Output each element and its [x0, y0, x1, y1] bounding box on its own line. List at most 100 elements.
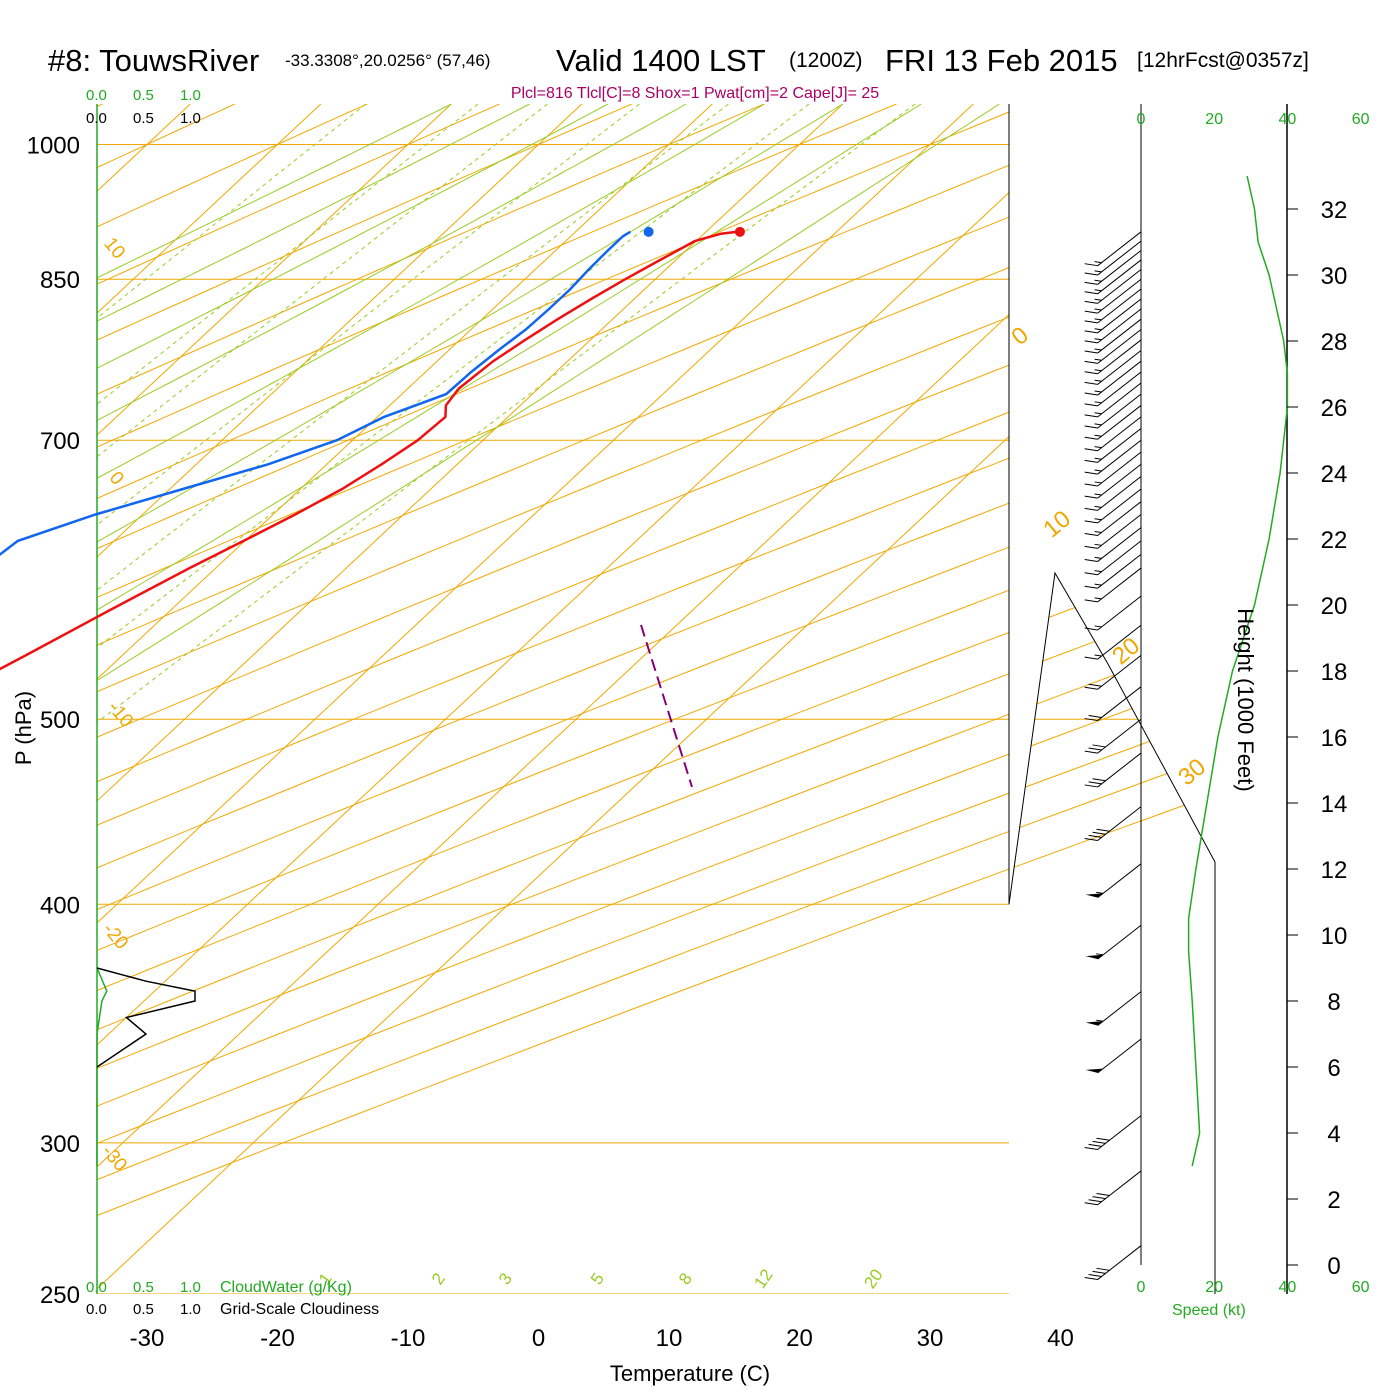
moist-adiabat-line	[97, 104, 1000, 682]
wind-barb-flag	[1088, 834, 1102, 838]
wind-barb	[1085, 863, 1142, 899]
wind-barb-staff	[1097, 1170, 1142, 1206]
wind-barb-flag	[1084, 545, 1098, 549]
cloudwater-tick: 0.0	[86, 1279, 107, 1296]
wind-barb-flag	[1092, 744, 1106, 748]
height-tick-label: 16	[1321, 725, 1348, 752]
wind-barb-flag	[1096, 1137, 1110, 1141]
wind-barb-flag	[1084, 448, 1098, 452]
wind-barb-half-flag	[1094, 530, 1102, 533]
wind-barb-staff	[1097, 686, 1142, 721]
wind-barb	[1084, 553, 1142, 589]
speed-tick-label: 40	[1279, 1279, 1297, 1296]
wind-barb-flag	[1084, 360, 1098, 364]
wind-barb-staff	[1097, 405, 1142, 440]
dry-adiabat-line	[97, 284, 1215, 738]
wind-barb-staff	[1097, 1038, 1142, 1074]
wind-barb-half-flag	[1096, 1019, 1104, 1022]
wind-barb-staff	[1097, 595, 1142, 631]
wind-barb	[1084, 752, 1142, 788]
skew-t-grid	[97, 104, 1215, 1294]
cloudwater-tick: 1.0	[180, 1279, 201, 1296]
wind-barb	[1084, 655, 1142, 690]
plot-boundary	[96, 104, 1400, 1294]
wind-barbs	[1084, 104, 1142, 1281]
isotherm-line	[97, 104, 322, 314]
wind-barb-staff	[1097, 924, 1142, 960]
wind-barb-flag	[1084, 272, 1098, 276]
mixing-ratio-label: 8	[675, 1270, 696, 1289]
wind-barb-flag	[1084, 495, 1098, 499]
wind-barb	[1084, 269, 1142, 304]
dry-adiabat-line	[97, 104, 368, 228]
cloudiness-title: Grid-Scale Cloudiness	[220, 1301, 379, 1318]
height-tick-label: 26	[1321, 395, 1348, 422]
speed-tick-label: 60	[1352, 111, 1370, 128]
wind-barb-half-flag	[1094, 390, 1102, 393]
height-tick-label: 24	[1321, 461, 1348, 488]
wind-barb-staff	[1097, 451, 1142, 487]
wind-barb-half-flag	[1094, 289, 1102, 292]
cloudwater-title: CloudWater (g/Kg)	[220, 1279, 352, 1296]
cloudiness-line	[96, 967, 196, 1068]
wind-barb	[1084, 1115, 1142, 1150]
wind-barb	[1084, 240, 1142, 276]
dry-adiabat-label: -20	[98, 919, 132, 954]
height-tick-label: 20	[1321, 593, 1348, 620]
speed-tick-label: 20	[1205, 111, 1223, 128]
dry-adiabat-line	[97, 554, 1215, 992]
wind-barb-flag	[1084, 686, 1098, 690]
wind-barb-flag	[1084, 656, 1098, 660]
parcel-line	[640, 624, 693, 788]
wind-barb-staff	[1097, 259, 1142, 295]
moist-adiabat-line	[97, 104, 530, 322]
utc-time: (1200Z)	[789, 49, 863, 72]
wind-barb-half-flag	[1094, 348, 1102, 351]
dry-adiabat-line	[97, 104, 632, 341]
cloudwater-tick: 0.5	[133, 87, 154, 104]
wind-barb	[1084, 1245, 1142, 1281]
moist-adiabat-line	[97, 104, 765, 479]
wind-barb-half-flag	[1096, 953, 1104, 956]
wind-barb	[1084, 339, 1142, 375]
height-tick-label: 28	[1321, 329, 1348, 356]
forecast-run: [12hrFcst@0357z]	[1137, 49, 1309, 72]
wind-barb-half-flag	[1094, 493, 1102, 496]
wind-barb-staff	[1097, 288, 1142, 324]
speed-tick-label: 0	[1137, 1279, 1146, 1296]
wind-barb-half-flag	[1094, 457, 1102, 460]
height-tick-label: 10	[1321, 923, 1348, 950]
temperature-tick-label: -20	[260, 1325, 295, 1352]
dry-adiabat-label: 10	[99, 234, 129, 264]
speed-tick-label: 0	[1137, 111, 1146, 128]
temperature-tick-label: 0	[532, 1325, 545, 1352]
valid-time: Valid 1400 LST	[556, 43, 766, 78]
dry-adiabat-line	[97, 755, 1215, 1181]
wind-barb	[1085, 991, 1142, 1026]
wind-barb-half-flag	[1094, 358, 1102, 361]
moist-adiabat-line	[97, 104, 922, 611]
wind-barb-staff	[1097, 991, 1142, 1026]
wind-barb-half-flag	[1094, 570, 1102, 573]
wind-barb-half-flag	[1094, 518, 1102, 521]
sounding-indices: Plcl=816 Tlcl[C]=8 Shox=1 Pwat[cm]=2 Cap…	[511, 85, 879, 102]
dry-adiabat-label: -10	[103, 697, 137, 732]
wind-barb-flag	[1084, 599, 1098, 603]
wind-barb-staff	[1097, 250, 1142, 285]
wind-barb	[1085, 1038, 1142, 1074]
cloud-profiles	[96, 967, 196, 1166]
wind-barb-staff	[1097, 655, 1142, 690]
isotherm-line	[97, 104, 452, 436]
wind-barb-flag	[1084, 459, 1098, 463]
temperature-trace	[0, 226, 745, 671]
wind-barb	[1084, 1170, 1142, 1206]
speed-tick-label: 20	[1205, 1279, 1223, 1296]
wind-barb-flag	[1084, 718, 1098, 722]
wind-barb-staff	[1097, 624, 1142, 660]
wind-barb-flag	[1092, 1140, 1106, 1144]
wind-barb-flag	[1084, 414, 1098, 418]
wind-barb-staff	[1097, 231, 1142, 267]
moist-adiabat-line	[97, 104, 844, 543]
wind-barb-flag	[1096, 1267, 1110, 1271]
wind-barb-flag	[1084, 281, 1098, 285]
